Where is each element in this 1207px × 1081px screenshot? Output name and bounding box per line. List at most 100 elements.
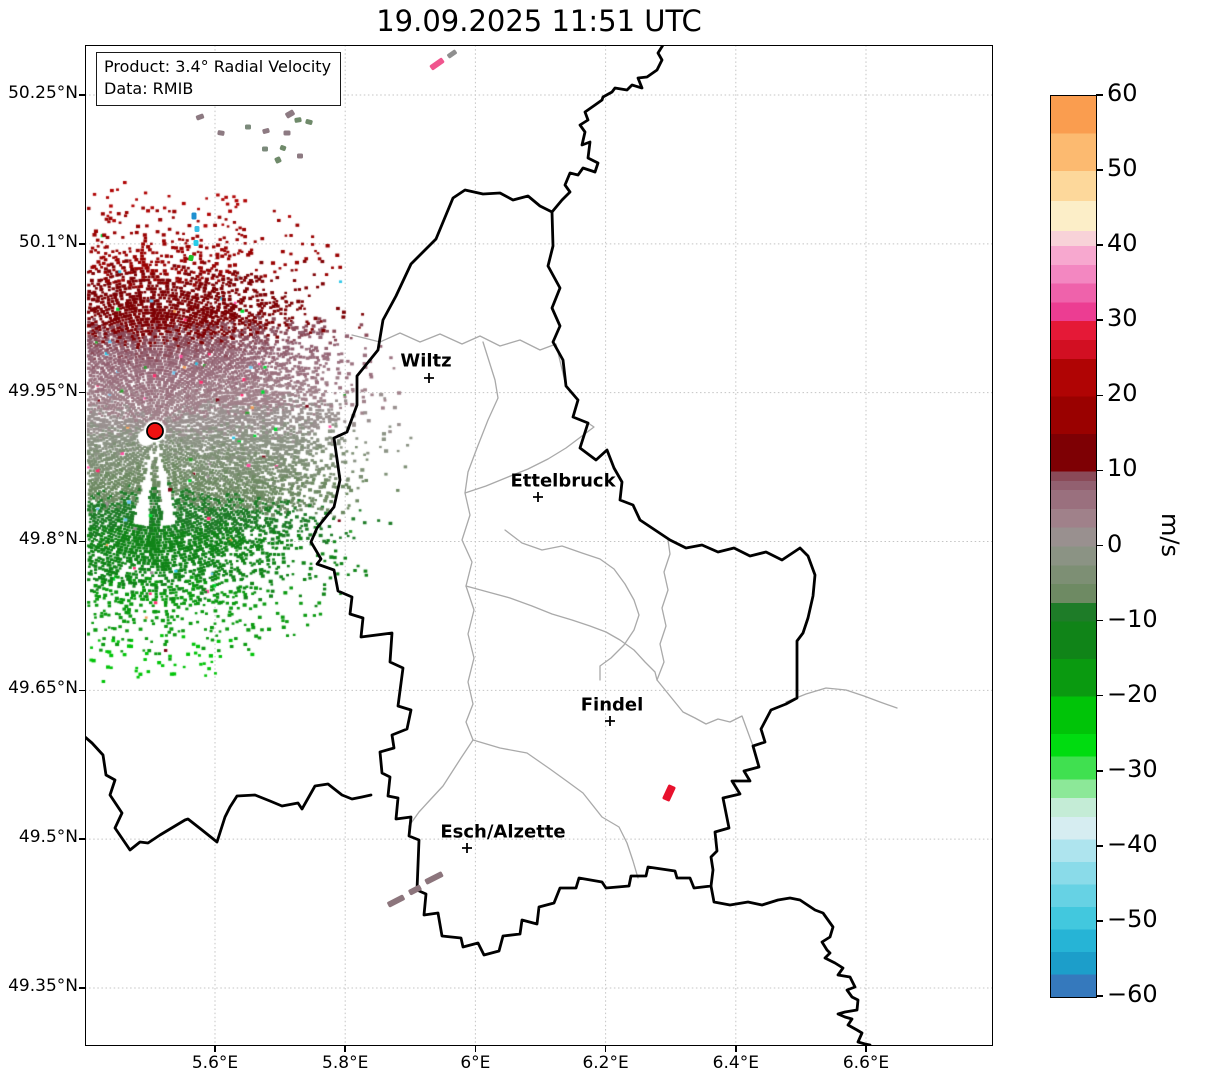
echo-artifact [297,153,303,159]
product-line: Product: 3.4° Radial Velocity [104,57,332,76]
echo-artifact [294,117,302,123]
lat-tick-mark [79,94,85,96]
city-label-findel: Findel [580,694,644,716]
echo-artifact [217,130,225,136]
city-label-wiltz: Wiltz [400,350,452,372]
echo-artifact [283,130,291,136]
colorbar-tick-mark [1096,995,1103,997]
colorbar-tick-label: 50 [1107,154,1138,183]
lat-tick-label: 49.8°N [18,529,78,550]
lon-tick-label: 5.8°E [322,1053,369,1073]
echo-artifact [279,145,287,151]
product-info-box: Product: 3.4° Radial Velocity Data: RMIB [96,52,342,106]
lat-tick-mark [79,689,85,692]
lon-tick-label: 6°E [460,1053,491,1073]
lon-tick-mark [735,1046,737,1052]
lat-tick-label: 49.95°N [8,380,78,401]
city-label-ettelbruck: Ettelbruck [510,470,616,492]
canton-boundary [472,739,639,879]
echo-artifact [274,156,282,164]
lat-tick-mark [79,540,85,543]
echo-artifact [193,240,199,246]
echo-artifact [447,49,457,59]
lat-tick-label: 50.25°N [8,83,78,103]
colorbar-tick-label: 0 [1107,529,1123,558]
colorbar-tick-label: −40 [1107,829,1158,858]
echo-artifact [262,128,270,134]
lat-tick-mark [79,391,85,394]
velocity-colorbar [1050,95,1097,998]
lon-tick-mark [344,1046,346,1052]
colorbar-tick-mark [1096,244,1103,246]
lat-tick-mark [79,243,85,245]
echo-artifact [424,871,444,885]
echo-artifact [662,784,676,802]
colorbar-tick-label: 10 [1107,454,1138,483]
data-source-line: Data: RMIB [104,79,194,99]
map-border-layer [85,45,898,1046]
city-marker [424,373,434,383]
colorbar-tick-label: 30 [1107,304,1138,333]
city-marker [605,716,615,726]
lon-tick-mark [865,1046,867,1052]
echo-artifact [387,894,405,908]
echo-artifact [285,109,295,119]
page-title: 19.09.2025 11:51 UTC [376,4,702,38]
lon-tick-mark [474,1046,477,1052]
lat-tick-label: 49.35°N [8,975,78,996]
colorbar-tick-mark [1096,169,1103,171]
country-border-luxembourg [309,188,817,957]
echo-artifact [408,884,422,896]
lat-tick-mark [79,987,85,989]
colorbar-tick-mark [1096,394,1103,397]
canton-boundary [504,529,640,681]
colorbar-unit-label: m/s [1155,513,1184,557]
city-label-esch-alzette: Esch/Alzette [440,821,566,843]
canton-boundary [656,539,671,681]
city-marker [462,843,472,853]
colorbar-tick-mark [1096,319,1103,322]
colorbar-tick-label: 20 [1107,379,1138,408]
lon-tick-mark [604,1046,607,1052]
district-boundary-germany [785,687,898,709]
canton-boundary [464,341,595,494]
colorbar-tick-label: −60 [1107,980,1158,1008]
colorbar-tick-mark [1096,619,1103,622]
colorbar-tick-label: −20 [1107,679,1158,708]
canton-boundary [408,492,475,837]
colorbar-tick-label: −50 [1107,904,1158,933]
canton-boundary [351,332,567,387]
lon-tick-label: 6.4°E [712,1053,759,1073]
lon-tick-label: 5.6°E [191,1053,239,1073]
lat-tick-label: 49.65°N [8,678,78,699]
colorbar-tick-label: 40 [1107,229,1138,258]
radar-velocity-field [85,45,993,1046]
echo-artifact [188,254,194,262]
colorbar-tick-label: −10 [1107,604,1158,633]
echo-artifact [429,57,445,71]
echo-artifact [305,119,313,125]
colorbar-tick-mark [1096,920,1103,922]
colorbar-tick-label: −30 [1107,754,1158,783]
canton-boundary [465,585,754,747]
lat-tick-label: 49.5°N [18,827,78,848]
echo-artifact [191,212,197,220]
colorbar-tick-mark [1096,94,1103,96]
country-border-belgium-germany [550,45,665,214]
radar-site-marker [146,422,164,440]
lat-tick-mark [79,838,85,840]
colorbar-tick-mark [1096,694,1103,697]
country-border-france-belgium [85,735,373,852]
colorbar-tick-mark [1096,769,1103,772]
colorbar-tick-mark [1096,845,1103,847]
colorbar-tick-mark [1096,544,1103,547]
echo-artifact [245,124,251,130]
echo-artifact [262,146,268,152]
echo-artifact [195,113,205,121]
echo-artifact [194,226,200,232]
lon-tick-label: 6.6°E [842,1053,890,1073]
lat-tick-label: 50.1°N [18,231,78,252]
colorbar-tick-mark [1096,469,1103,472]
lon-tick-label: 6.2°E [582,1053,629,1073]
